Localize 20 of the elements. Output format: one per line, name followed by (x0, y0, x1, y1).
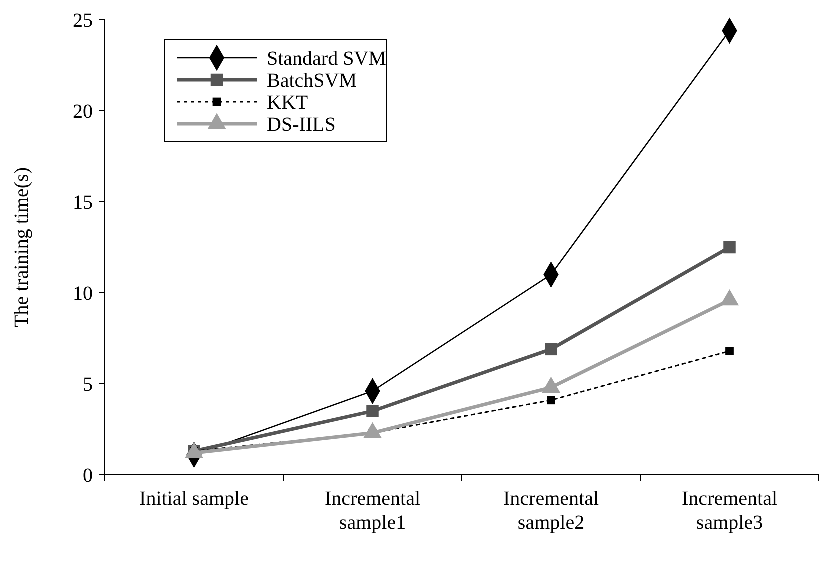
legend-label: BatchSVM (267, 70, 358, 92)
x-tick-label: Initial sample (140, 488, 250, 510)
legend-label: DS-IILS (267, 114, 336, 136)
y-tick-label: 0 (83, 465, 93, 487)
legend-label: Standard SVM (267, 48, 387, 70)
point (366, 405, 379, 418)
x-tick-label: Incremental sample1 (325, 488, 421, 534)
y-tick-label: 15 (73, 192, 93, 214)
point (545, 343, 558, 356)
x-tick-label: Incremental sample3 (682, 488, 778, 534)
point (547, 396, 556, 405)
legend-label: KKT (267, 92, 308, 114)
y-tick-label: 5 (83, 374, 93, 396)
y-tick-label: 25 (73, 10, 93, 32)
y-tick-label: 20 (73, 101, 93, 123)
point (726, 347, 734, 356)
x-tick-label: Incremental sample2 (504, 488, 600, 534)
y-axis-title: The training time(s) (11, 168, 33, 328)
y-tick-label: 10 (73, 283, 93, 305)
point (724, 241, 736, 254)
